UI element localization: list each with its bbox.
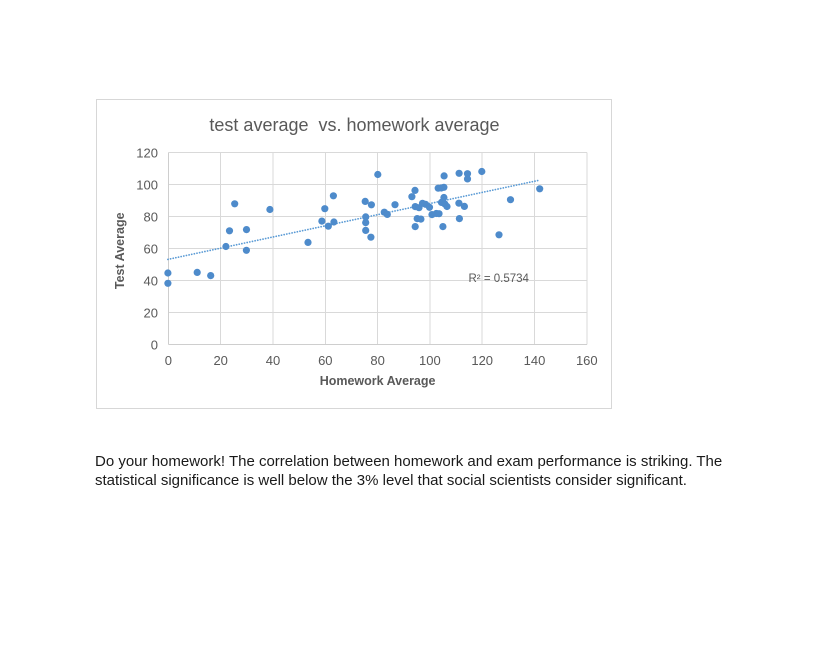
svg-text:100: 100: [419, 353, 441, 368]
svg-text:R² = 0.5734: R² = 0.5734: [469, 273, 530, 285]
svg-text:20: 20: [144, 306, 158, 321]
svg-text:120: 120: [471, 353, 493, 368]
svg-text:60: 60: [144, 242, 158, 257]
svg-text:80: 80: [370, 353, 384, 368]
svg-text:0: 0: [151, 338, 158, 353]
svg-text:Homework Average: Homework Average: [320, 374, 436, 388]
svg-text:80: 80: [144, 210, 158, 225]
svg-text:40: 40: [144, 274, 158, 289]
svg-text:Test Average: Test Average: [113, 212, 127, 289]
svg-text:120: 120: [136, 146, 158, 161]
svg-text:20: 20: [213, 353, 227, 368]
svg-text:0: 0: [165, 353, 172, 368]
svg-text:100: 100: [136, 178, 158, 193]
svg-text:60: 60: [318, 353, 332, 368]
svg-text:140: 140: [524, 353, 546, 368]
svg-text:test average vs. homework ave: test average vs. homework average: [209, 115, 499, 135]
svg-text:40: 40: [266, 353, 280, 368]
svg-text:160: 160: [576, 353, 598, 368]
